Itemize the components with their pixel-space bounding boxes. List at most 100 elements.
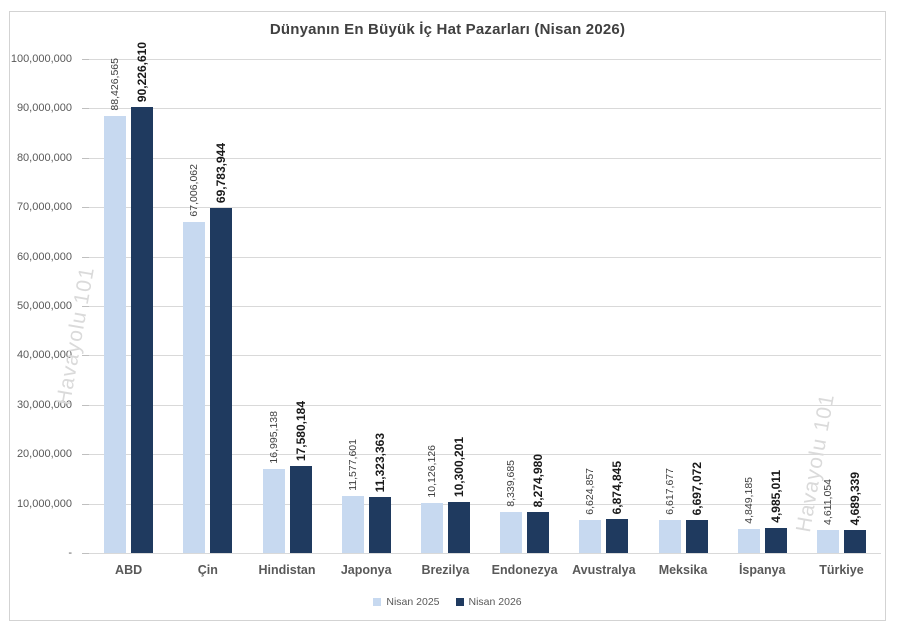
value-label: 6,697,072	[689, 461, 704, 515]
x-axis-label-endonezya: Endonezya	[491, 563, 558, 577]
bar-wrap: 6,624,857	[579, 59, 602, 553]
bar-group-türkiye: 4,611,054 4,689,339	[802, 59, 881, 553]
y-axis-label: 70,000,000	[16, 201, 72, 213]
legend-swatch-icon	[455, 598, 464, 606]
bar-nisan-2025-avustralya	[579, 520, 602, 553]
bar-group-i̇spanya: 4,849,185 4,985,011	[723, 59, 802, 553]
value-label: 16,995,138	[267, 411, 280, 464]
x-axis-label-i̇spanya: İspanya	[738, 563, 786, 577]
value-label: 6,624,857	[584, 468, 597, 515]
legend-label: Nisan 2026	[468, 596, 522, 608]
bar-wrap: 6,697,072	[685, 59, 708, 553]
y-axis-label: 60,000,000	[16, 251, 72, 263]
bar-wrap: 17,580,184	[289, 59, 312, 553]
bar-nisan-2026-hindistan	[289, 466, 312, 553]
y-axis-label: 90,000,000	[16, 102, 72, 114]
y-axis-label: 80,000,000	[16, 152, 72, 164]
gridline	[89, 257, 881, 258]
value-label: 6,617,677	[663, 468, 676, 515]
value-label: 4,611,054	[821, 479, 834, 525]
bar-nisan-2026-i̇spanya	[764, 528, 787, 553]
bar-nisan-2025-çin	[183, 222, 206, 553]
bar-wrap: 4,611,054	[816, 59, 839, 553]
bar-group-brezilya: 10,126,126 10,300,201	[406, 59, 485, 553]
bar-nisan-2026-abd	[131, 107, 154, 553]
value-label: 4,985,011	[768, 470, 783, 523]
bar-wrap: 69,783,944	[210, 59, 233, 553]
bar-wrap: 11,323,363	[368, 59, 391, 553]
bar-wrap: 90,226,610	[131, 42, 154, 553]
chart-frame: Dünyanın En Büyük İç Hat Pazarları (Nisa…	[9, 11, 886, 621]
bar-nisan-2025-meksika	[658, 520, 681, 553]
y-axis-label: -	[68, 547, 72, 559]
x-axis-label-japonya: Japonya	[340, 563, 392, 577]
x-axis-labels: ABD Çin Hindistan Japonya Brezilya Endonezya A…	[89, 563, 881, 577]
bar-nisan-2025-i̇spanya	[737, 529, 760, 553]
value-label: 11,323,363	[372, 432, 387, 492]
value-label: 90,226,610	[135, 41, 150, 102]
legend: Nisan 2025 Nisan 2026	[10, 596, 885, 608]
bar-wrap: 10,300,201	[447, 59, 470, 553]
x-axis-label-abd: ABD	[115, 563, 143, 577]
bar-nisan-2025-brezilya	[420, 503, 443, 553]
x-axis-label-hindistan: Hindistan	[258, 563, 316, 577]
gridline	[89, 306, 881, 307]
bar-group-endonezya: 8,339,685 8,274,980	[485, 59, 564, 553]
y-axis-label: 30,000,000	[16, 399, 72, 411]
value-label: 69,783,944	[214, 142, 229, 203]
x-axis-label-meksika: Meksika	[658, 563, 708, 577]
chart-title: Dünyanın En Büyük İç Hat Pazarları (Nisa…	[269, 21, 626, 38]
bar-group-meksika: 6,617,677 6,697,072	[643, 59, 722, 553]
bar-nisan-2025-endonezya	[500, 512, 523, 553]
bar-nisan-2026-meksika	[685, 520, 708, 553]
y-axis-tick	[82, 405, 89, 406]
value-label: 4,689,339	[847, 471, 862, 525]
gridline	[89, 158, 881, 159]
legend-label: Nisan 2025	[386, 596, 440, 608]
bar-group-japonya: 11,577,601 11,323,363	[327, 59, 406, 553]
y-axis-label: 10,000,000	[16, 498, 72, 510]
y-axis-tick	[82, 59, 89, 60]
y-axis-label: 40,000,000	[16, 349, 72, 361]
bar-wrap: 88,426,565	[104, 58, 127, 553]
y-axis-tick	[82, 553, 89, 554]
y-axis-label: 100,000,000	[10, 53, 72, 65]
bar-wrap: 67,006,062	[183, 59, 206, 553]
y-axis-tick	[82, 454, 89, 455]
y-axis-tick	[82, 504, 89, 505]
value-label: 17,580,184	[293, 400, 308, 461]
legend-swatch-icon	[373, 598, 382, 606]
gridline	[89, 59, 881, 60]
y-axis-tick	[82, 355, 89, 356]
bar-nisan-2026-brezilya	[447, 502, 470, 553]
bar-nisan-2026-japonya	[368, 497, 391, 553]
bar-wrap: 4,985,011	[764, 59, 787, 553]
bar-nisan-2025-japonya	[341, 496, 364, 553]
value-label: 10,300,201	[451, 436, 466, 497]
legend-item-nisan-2025: Nisan 2025	[373, 596, 440, 608]
bar-wrap: 4,689,339	[843, 59, 866, 553]
gridline	[89, 454, 881, 455]
bar-wrap: 10,126,126	[420, 59, 443, 553]
bar-wrap: 8,339,685	[500, 59, 523, 553]
gridline	[89, 108, 881, 109]
bar-wrap: 4,849,185	[737, 59, 760, 553]
y-axis-tick	[82, 257, 89, 258]
bar-nisan-2026-türkiye	[843, 530, 866, 553]
bar-wrap: 6,874,845	[606, 59, 629, 553]
x-axis-label-avustralya: Avustralya	[572, 563, 636, 577]
bar-nisan-2025-hindistan	[262, 469, 285, 553]
bar-nisan-2026-çin	[210, 208, 233, 553]
bar-wrap: 6,617,677	[658, 59, 681, 553]
plot-area: 100,000,000 90,000,000 80,000,000 70,000,00…	[11, 42, 881, 559]
value-label: 4,849,185	[742, 477, 755, 524]
y-axis-tick	[82, 306, 89, 307]
x-axis-label-türkiye: Türkiye	[819, 563, 864, 577]
value-label: 67,006,062	[188, 164, 201, 217]
value-label: 8,339,685	[505, 460, 518, 507]
bar-group-çin: 67,006,062 69,783,944	[168, 59, 247, 553]
bar-group-abd: 88,426,565 90,226,610	[89, 42, 168, 553]
y-axis-tick	[82, 207, 89, 208]
value-label: 6,874,845	[610, 460, 625, 514]
x-axis-label-çin: Çin	[197, 563, 218, 577]
